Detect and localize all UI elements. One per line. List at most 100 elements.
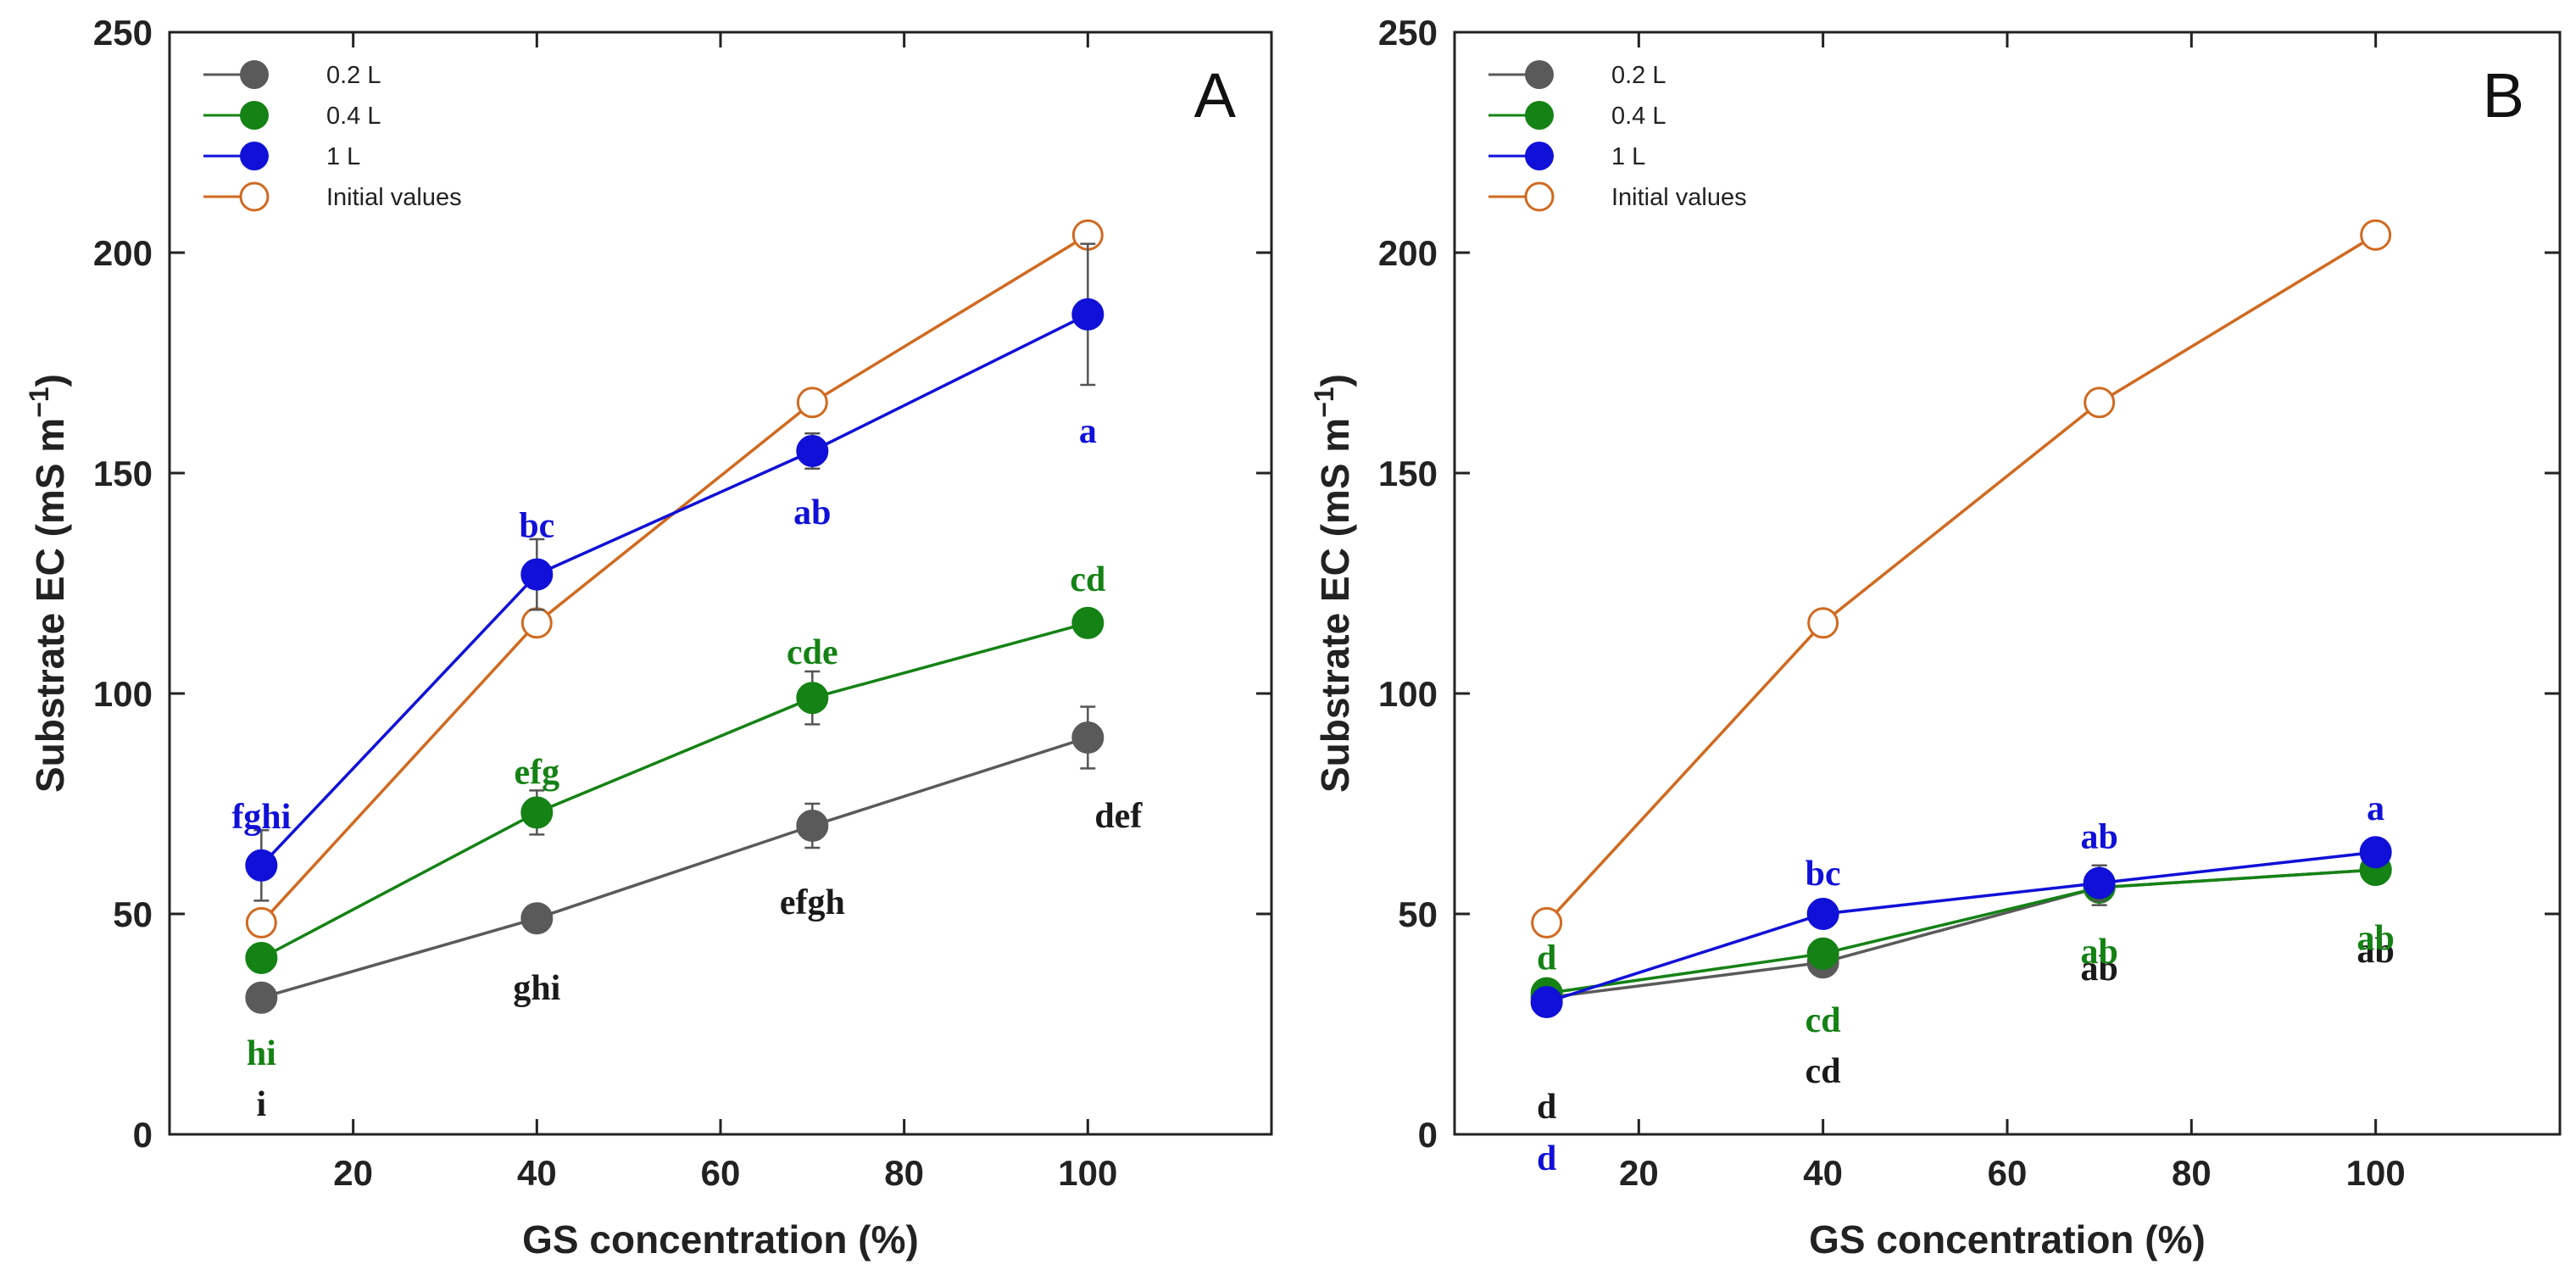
- y-tick-label: 200: [93, 233, 153, 273]
- data-point: [796, 682, 829, 715]
- legend-item: Initial values: [203, 181, 462, 212]
- panel-label: B: [2483, 60, 2524, 131]
- significance-letter: bc: [519, 507, 554, 546]
- series-line: [260, 313, 1089, 867]
- data-point: [245, 981, 278, 1014]
- data-point: [1071, 298, 1104, 331]
- significance-letter: ab: [2356, 932, 2394, 971]
- legend-marker: [240, 60, 269, 89]
- data-point: [520, 902, 554, 935]
- legend-item: 1 L: [203, 142, 360, 170]
- significance-letter: a: [2367, 789, 2384, 828]
- series-line: [1546, 850, 2376, 1004]
- data-point: [1071, 721, 1104, 754]
- significance-letter: efgh: [780, 883, 845, 922]
- legend-label: 1 L: [1611, 143, 1645, 170]
- significance-letter: ab: [2080, 818, 2117, 857]
- data-point: [2360, 219, 2392, 251]
- significance-letter: fghi: [231, 798, 291, 837]
- legend-label: Initial values: [326, 184, 462, 211]
- series-line: [260, 621, 1088, 960]
- significance-letter: cde: [787, 633, 838, 672]
- series-initial-values: [245, 219, 1104, 938]
- y-axis-title-close: ): [28, 374, 72, 387]
- legend-item: 0.4 L: [203, 101, 381, 130]
- y-tick-label: 150: [1378, 454, 1438, 493]
- significance-letter: ghi: [513, 969, 560, 1008]
- data-point: [2084, 387, 2116, 419]
- significance-letter: cd: [1805, 1001, 1841, 1040]
- data-point: [1807, 607, 1839, 639]
- data-point: [796, 810, 829, 842]
- y-tick-label: 250: [1378, 13, 1438, 53]
- y-axis-title-main: Substrate EC (mS m: [1313, 418, 1357, 793]
- data-point: [245, 942, 278, 974]
- significance-letter: hi: [247, 1034, 276, 1073]
- y-tick-label: 100: [1378, 674, 1438, 714]
- data-point: [796, 387, 828, 419]
- series-1-l: fghi bc ab a: [231, 242, 1104, 902]
- x-tick-label: 100: [2346, 1153, 2406, 1193]
- series-line: [260, 736, 1088, 1000]
- x-tick-label: 60: [701, 1153, 741, 1193]
- y-tick-label: 50: [113, 894, 153, 934]
- legend: 0.2 L 0.4 L 1 L Initial values: [203, 60, 462, 212]
- significance-letter: d: [1537, 939, 1556, 978]
- y-tick-label: 0: [1418, 1115, 1438, 1155]
- y-tick-label: 0: [133, 1115, 153, 1155]
- significance-letter: ab: [2356, 919, 2394, 958]
- significance-letter: a: [1079, 412, 1097, 451]
- significance-letter: d: [1537, 1088, 1556, 1127]
- data-point: [1806, 898, 1839, 930]
- significance-letter: ab: [793, 493, 831, 532]
- x-tick-label: 40: [1803, 1153, 1843, 1193]
- axis-ticks: 0 50 100 150 200 250 20 40 60 80 100: [93, 13, 1271, 1193]
- series-line: [1546, 868, 2376, 1000]
- legend-label: 0.2 L: [1611, 62, 1666, 89]
- data-point: [1530, 986, 1563, 1018]
- series-0-4-l: hi efg cde cd: [245, 560, 1105, 1073]
- x-tick-label: 20: [1619, 1153, 1659, 1193]
- legend-label: 0.4 L: [1611, 103, 1666, 130]
- x-tick-label: 100: [1058, 1153, 1117, 1193]
- data-point: [1071, 606, 1104, 639]
- significance-letter: d: [1537, 1139, 1556, 1178]
- significance-letter: ab: [2080, 950, 2117, 989]
- legend-label: 1 L: [326, 143, 360, 170]
- legend-label: Initial values: [1611, 184, 1747, 211]
- series-1-l: d bc ab a: [1530, 789, 2392, 1178]
- x-tick-label: 80: [2172, 1153, 2212, 1193]
- significance-letter: i: [256, 1085, 266, 1124]
- y-tick-label: 50: [1398, 894, 1438, 934]
- significance-letter: cd: [1070, 560, 1105, 599]
- data-point: [1531, 906, 1563, 938]
- x-tick-label: 80: [884, 1153, 924, 1193]
- data-point: [520, 558, 554, 591]
- panel-A: 0 50 100 150 200 250 20 40 60 80 100 GS concentrati…: [24, 13, 1273, 1262]
- series-line: [1546, 868, 2376, 995]
- significance-letter: cd: [1805, 1052, 1841, 1091]
- y-axis-title: Substrate EC (mS m−1): [24, 374, 72, 793]
- legend-marker: [240, 101, 269, 130]
- y-axis-title-main: Substrate EC (mS m: [28, 418, 72, 793]
- series-0-2-l: i ghi efgh def: [245, 705, 1143, 1124]
- legend-label: 0.2 L: [326, 62, 381, 89]
- significance-letter: def: [1094, 797, 1143, 836]
- x-tick-label: 20: [333, 1153, 373, 1193]
- data-point: [520, 607, 553, 639]
- y-axis-title: Substrate EC (mS m−1): [1309, 374, 1357, 793]
- legend-marker: [1525, 60, 1554, 89]
- legend-item: 0.4 L: [1488, 101, 1666, 130]
- legend: 0.2 L 0.4 L 1 L Initial values: [1488, 60, 1747, 212]
- x-axis-title: GS concentration (%): [522, 1217, 919, 1262]
- y-axis-title-close: ): [1313, 374, 1357, 387]
- data-point: [1806, 937, 1839, 970]
- axis-ticks: 0 50 100 150 200 250 20 40 60 80 100: [1378, 13, 2560, 1193]
- series-line: [260, 233, 1089, 924]
- legend-item: Initial values: [1488, 181, 1747, 212]
- legend-item: 0.2 L: [1488, 60, 1666, 89]
- y-axis-title-superscript: −1: [1309, 387, 1339, 417]
- panel-label: A: [1194, 60, 1237, 131]
- series-line: [1545, 233, 2377, 924]
